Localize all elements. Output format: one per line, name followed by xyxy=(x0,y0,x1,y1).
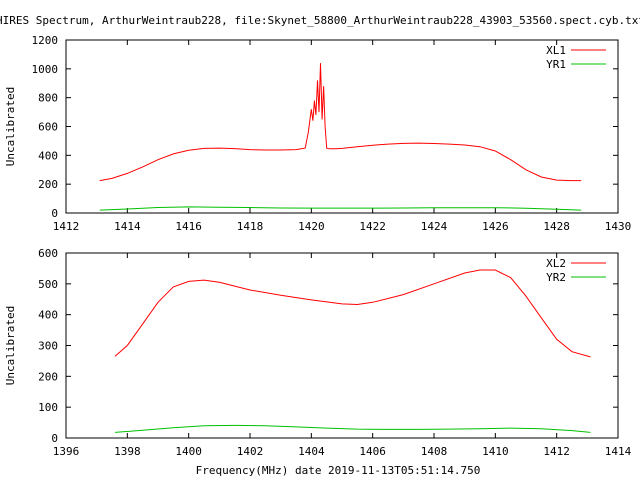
y-tick-label: 500 xyxy=(38,278,58,291)
y-tick-label: 1200 xyxy=(32,34,59,47)
x-tick-label: 1428 xyxy=(543,220,570,233)
y-tick-label: 0 xyxy=(51,207,58,220)
series-line-xl2 xyxy=(114,269,591,358)
bottom-panel: 1396 1398 1400 1402 1404 1406 1408 1410 1412 1414… xyxy=(4,247,632,458)
x-tick-label: 1420 xyxy=(298,220,325,233)
x-tick-label: 1398 xyxy=(114,445,141,458)
x-tick-label: 1416 xyxy=(175,220,202,233)
x-tick-label: 1414 xyxy=(605,445,632,458)
legend-label: XL1 xyxy=(546,44,566,57)
series-line-xl1 xyxy=(99,63,582,182)
x-tick-label: 1410 xyxy=(482,445,509,458)
top-panel: 1412 1414 1416 1418 1420 1422 1424 1426 1428 1430… xyxy=(4,34,631,233)
x-tick-label: 1408 xyxy=(421,445,448,458)
y-tick-label: 600 xyxy=(38,121,58,134)
series-line-yr2 xyxy=(115,424,591,433)
legend-label: YR2 xyxy=(546,271,566,284)
x-tick-label: 1422 xyxy=(359,220,386,233)
x-tick-label: 1414 xyxy=(114,220,141,233)
x-tick-label: 1402 xyxy=(237,445,264,458)
y-tick-label: 100 xyxy=(38,401,58,414)
x-tick-label: 1430 xyxy=(605,220,632,233)
y-tick-label: 800 xyxy=(38,92,58,105)
y-tick-label: 200 xyxy=(38,178,58,191)
x-tick-label: 1418 xyxy=(237,220,264,233)
y-axis-label: Uncalibrated xyxy=(4,87,17,166)
x-tick-label: 1412 xyxy=(543,445,570,458)
x-tick-label: 1412 xyxy=(53,220,80,233)
y-tick-label: 600 xyxy=(38,247,58,260)
y-tick-label: 400 xyxy=(38,149,58,162)
x-tick-label: 1400 xyxy=(175,445,202,458)
plot-frame xyxy=(65,252,619,439)
plot-frame xyxy=(65,39,619,214)
x-tick-label: 1404 xyxy=(298,445,325,458)
x-tick-label: 1426 xyxy=(482,220,509,233)
y-tick-label: 1000 xyxy=(32,63,59,76)
x-tick-label: 1396 xyxy=(53,445,80,458)
figure-title: HIRES Spectrum, ArthurWeintraub228, file… xyxy=(0,14,640,27)
legend-label: XL2 xyxy=(546,257,566,270)
y-tick-label: 0 xyxy=(51,432,58,445)
y-tick-label: 200 xyxy=(38,370,58,383)
y-axis-label: Uncalibrated xyxy=(4,306,17,385)
x-axis-label: Frequency(MHz) date 2019-11-13T05:51:14.… xyxy=(196,464,481,477)
y-tick-label: 400 xyxy=(38,309,58,322)
x-tick-label: 1406 xyxy=(359,445,386,458)
series-line-yr1 xyxy=(99,206,582,211)
x-tick-label: 1424 xyxy=(421,220,448,233)
y-tick-label: 300 xyxy=(38,340,58,353)
legend-label: YR1 xyxy=(546,58,566,71)
